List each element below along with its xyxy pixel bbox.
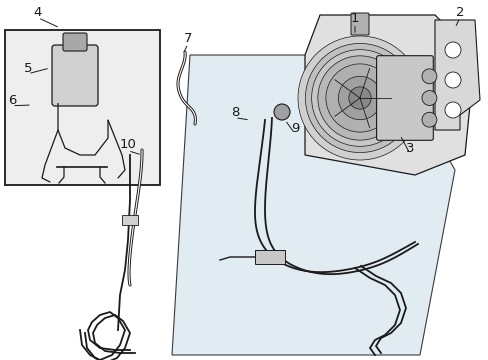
Bar — [254, 250, 285, 264]
Circle shape — [305, 44, 414, 153]
Bar — [122, 215, 138, 225]
Circle shape — [325, 64, 393, 132]
Circle shape — [421, 112, 436, 127]
Text: 6: 6 — [8, 94, 16, 107]
Circle shape — [444, 42, 460, 58]
Circle shape — [444, 102, 460, 118]
FancyBboxPatch shape — [350, 13, 368, 35]
Polygon shape — [305, 15, 474, 175]
Text: 9: 9 — [290, 122, 299, 135]
Text: 5: 5 — [24, 62, 32, 75]
Circle shape — [311, 50, 407, 147]
Text: 8: 8 — [230, 105, 239, 118]
FancyBboxPatch shape — [376, 56, 432, 140]
Circle shape — [444, 72, 460, 88]
Text: 3: 3 — [405, 141, 413, 154]
FancyBboxPatch shape — [63, 33, 87, 51]
Text: 1: 1 — [350, 12, 359, 24]
Text: 10: 10 — [120, 139, 136, 152]
Circle shape — [421, 91, 436, 105]
Text: 4: 4 — [34, 5, 42, 18]
Text: 2: 2 — [455, 5, 463, 18]
Circle shape — [273, 104, 289, 120]
FancyBboxPatch shape — [52, 45, 98, 106]
Polygon shape — [172, 55, 454, 355]
Circle shape — [317, 56, 401, 140]
Bar — [5, 30, 160, 185]
Circle shape — [338, 76, 381, 120]
Circle shape — [297, 36, 421, 160]
Polygon shape — [434, 20, 479, 130]
Text: 7: 7 — [183, 31, 192, 45]
Circle shape — [421, 69, 436, 84]
Circle shape — [348, 87, 370, 109]
